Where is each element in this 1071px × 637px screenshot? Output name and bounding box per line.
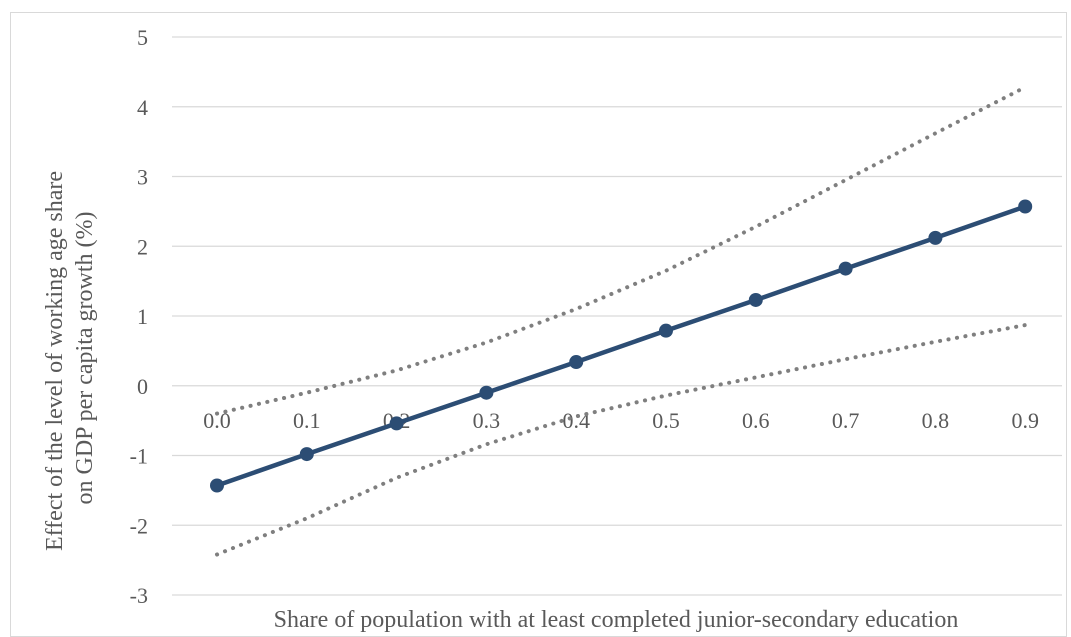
y-tick-label: -3 (130, 583, 148, 608)
y-axis-title-line-1: Effect of the level of working age share (42, 171, 68, 551)
y-tick-label: 1 (137, 304, 148, 329)
data-point (838, 261, 853, 276)
data-point (479, 385, 494, 400)
y-axis-title-line-2: on GDP per capita growth (%) (72, 211, 98, 504)
confidence-bound-line (215, 85, 1028, 416)
chart-frame (10, 12, 1067, 637)
gridlines (172, 36, 1062, 596)
y-tick-label: -1 (130, 444, 148, 469)
y-tick-label: 5 (137, 25, 148, 50)
y-tick-label: 4 (137, 95, 148, 120)
data-point (748, 292, 763, 307)
x-tick-label: 0.5 (652, 408, 680, 433)
data-point (659, 323, 673, 338)
y-tick-label: 2 (137, 234, 148, 259)
data-point (299, 447, 314, 462)
x-tick-labels: 0.00.10.20.30.40.50.60.70.80.9 (203, 408, 1039, 433)
x-tick-label: 0.1 (293, 408, 321, 433)
series-markers (210, 199, 1033, 493)
x-axis-title: Share of population with at least comple… (274, 607, 959, 633)
data-point (569, 355, 584, 370)
y-tick-label: 3 (137, 165, 148, 190)
data-point (1018, 199, 1033, 214)
x-tick-label: 0.8 (922, 408, 950, 433)
confidence-bound-line (215, 323, 1028, 557)
x-tick-label: 0.7 (832, 408, 860, 433)
y-tick-label: -2 (130, 513, 148, 538)
x-tick-label: 0.4 (562, 408, 590, 433)
y-tick-label: 0 (137, 374, 148, 399)
x-tick-label: 0.3 (473, 408, 501, 433)
estimate-line (216, 204, 1026, 488)
data-point (210, 478, 224, 493)
series-lines (215, 85, 1028, 557)
y-tick-labels: 5 4 3 2 1 0 -1 -2 -3 (130, 25, 148, 608)
data-point (389, 416, 404, 431)
data-point (928, 230, 943, 245)
x-tick-label: 0.9 (1011, 408, 1039, 433)
y-axis-title: Effect of the level of working age share… (42, 165, 98, 551)
x-tick-label: 0.6 (742, 408, 770, 433)
